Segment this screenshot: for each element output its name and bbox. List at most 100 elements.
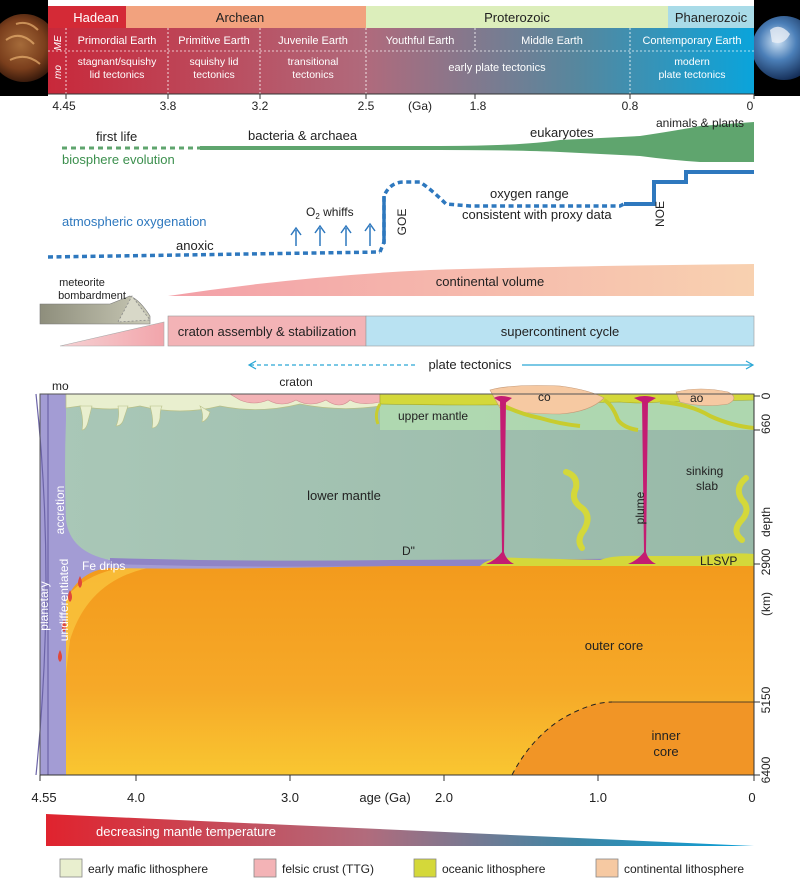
stage-primitive: Primitive Earth xyxy=(178,35,250,47)
depth-axis-unit: (km) xyxy=(759,592,773,616)
tectonics-early-plate: early plate tectonics xyxy=(448,62,546,74)
bottom-tick-label: 4.0 xyxy=(127,790,145,805)
bottom-axis: 4.55 4.0 3.0 2.0 1.0 0 age (Ga) xyxy=(31,774,756,805)
oxygen-label: atmospheric oxygenation xyxy=(62,214,207,229)
inner-core-boundary xyxy=(511,701,613,776)
legend-label-continental: continental lithosphere xyxy=(624,862,744,876)
plate-tectonics-arrow-right xyxy=(745,360,755,370)
depth-tick-label: 6400 xyxy=(759,756,773,783)
bottom-tick-label: 0 xyxy=(748,790,755,805)
llsvp-patches xyxy=(480,553,754,566)
lithosphere-drip xyxy=(79,405,93,431)
meteorite-label-line1: meteorite xyxy=(59,277,105,289)
plume-head-2 xyxy=(634,396,656,404)
subducting-slab xyxy=(374,403,382,425)
oxygen-range-dashed xyxy=(378,180,625,253)
accretion-label: accretion xyxy=(53,486,67,535)
inner-core-label-line1: inner xyxy=(652,728,682,743)
outer-core-label: outer core xyxy=(585,638,644,653)
plate-tectonics-label: plate tectonics xyxy=(428,357,512,372)
legend: early mafic lithosphere felsic crust (TT… xyxy=(59,858,744,878)
inner-core-region xyxy=(512,702,754,775)
upper-mantle-label: upper mantle xyxy=(398,409,468,423)
modern-earth-clouds xyxy=(770,26,790,43)
biosphere-bacteria: bacteria & archaea xyxy=(248,128,358,143)
oxygen-anoxic: anoxic xyxy=(176,238,214,253)
llsvp-label: LLSVP xyxy=(700,554,737,568)
bottom-tick-label: 1.0 xyxy=(589,790,607,805)
eon-archean-label: Archean xyxy=(216,10,264,25)
side-label-mo: mo xyxy=(53,65,64,79)
eon-phanerozoic-label: Phanerozoic xyxy=(675,10,748,25)
oxygen-range-line2: consistent with proxy data xyxy=(462,207,612,222)
tectonics-stagnant-line2: lid tectonics xyxy=(90,69,145,81)
biosphere-first-life: first life xyxy=(96,129,137,144)
depth-axis: 0 660 2900 5150 6400 depth (km) xyxy=(753,392,773,783)
continental-volume-label: continental volume xyxy=(436,274,544,289)
plate-tectonics-arrow-left xyxy=(247,360,257,370)
stage-youthful: Youthful Earth xyxy=(386,35,455,47)
biosphere-label: biosphere evolution xyxy=(62,152,175,167)
accretion-boundary-left xyxy=(35,393,47,776)
subducting-slab xyxy=(499,402,581,428)
co-label: co xyxy=(538,390,551,404)
legend-swatch-early-mafic xyxy=(59,858,83,878)
tectonics-squishy-line1: squishy lid xyxy=(189,56,238,68)
bottom-tick-label: 3.0 xyxy=(281,790,299,805)
continental-block-ao xyxy=(675,388,735,406)
core-highlight xyxy=(48,566,160,775)
lithosphere-drip xyxy=(149,405,163,429)
craton-assembly-label: craton assembly & stabilization xyxy=(178,324,356,339)
stage-juvenile: Juvenile Earth xyxy=(278,35,348,47)
bottom-tick-label: 4.55 xyxy=(31,790,56,805)
oxygen-anoxic-line xyxy=(47,250,381,259)
mantle-temperature-bar: decreasing mantle temperature xyxy=(46,814,754,846)
biosphere-animals: animals & plants xyxy=(656,116,744,130)
top-axis-tick-label: 4.45 xyxy=(52,99,76,113)
planetary-label: planetary xyxy=(37,581,51,630)
stage-primordial: Primordial Earth xyxy=(78,35,157,47)
eon-hadean-label: Hadean xyxy=(73,10,119,25)
top-axis-tick-label: 2.5 xyxy=(358,99,375,113)
stage-contemporary: Contemporary Earth xyxy=(642,35,741,47)
subducting-slab xyxy=(602,398,639,432)
eon-proterozoic xyxy=(366,6,668,28)
bottom-axis-label: age (Ga) xyxy=(359,790,410,805)
depth-tick-label: 0 xyxy=(759,392,773,399)
top-axis-tick-label: 1.8 xyxy=(470,99,487,113)
meteorite-bump xyxy=(117,295,151,323)
tectonics-modern-line1: modern xyxy=(674,56,710,68)
tectonics-modern-line2: plate tectonics xyxy=(658,69,725,81)
oxygen-goe: GOE xyxy=(395,209,409,236)
legend-label-early-mafic: early mafic lithosphere xyxy=(88,862,208,876)
fe-drip xyxy=(62,620,66,632)
undifferentiated-label: undifferentiated xyxy=(57,559,71,642)
oxygen-whiffs-label: O2 whiffs xyxy=(306,205,354,221)
depth-axis-label: depth xyxy=(759,507,773,537)
eon-phanerozoic xyxy=(668,6,754,28)
legend-label-oceanic: oceanic lithosphere xyxy=(442,862,546,876)
top-axis-tick-label: 3.8 xyxy=(160,99,177,113)
eon-archean xyxy=(126,6,366,28)
earth-cross-section: craton co ao upper mantle sinking slab p… xyxy=(35,375,755,776)
plume-label: plume xyxy=(633,491,647,524)
eon-proterozoic-label: Proterozoic xyxy=(484,10,550,25)
sinking-slab-1 xyxy=(563,469,591,551)
meteorite-label-line2: bombardment xyxy=(58,290,126,302)
crust-wedge-early xyxy=(59,321,165,347)
tectonics-transitional-line1: transitional xyxy=(288,56,339,68)
depth-tick-label: 2900 xyxy=(759,548,773,575)
inner-core-label-line2: core xyxy=(653,744,678,759)
side-label-me: ME xyxy=(53,35,64,50)
mantle-temperature-label: decreasing mantle temperature xyxy=(96,824,276,839)
early-earth-image xyxy=(0,14,58,82)
oxygen-section: atmospheric oxygenation anoxic O2 whiffs… xyxy=(47,170,754,259)
craton-assembly-bar xyxy=(167,315,367,347)
oxygen-noe: NOE xyxy=(653,201,667,227)
magma-ocean-label: mo xyxy=(52,379,69,393)
bottom-tick-label: 2.0 xyxy=(435,790,453,805)
sinking-slab-2 xyxy=(733,475,750,543)
crust-section: meteorite bombardment continental volume… xyxy=(39,264,755,372)
sinking-slab-label-line2: slab xyxy=(696,479,718,493)
